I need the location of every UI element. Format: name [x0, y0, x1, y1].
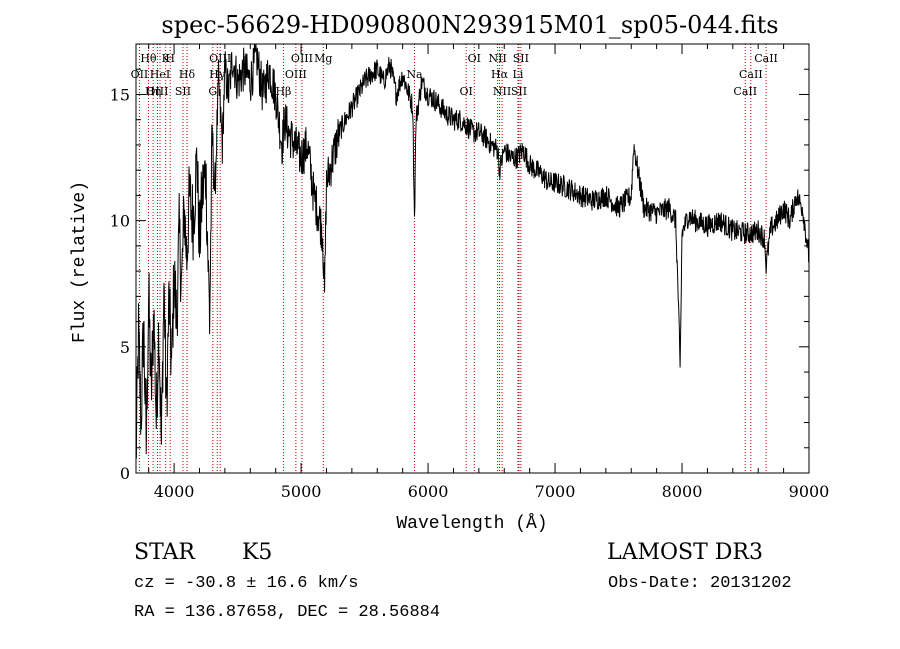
plot-frame [135, 43, 810, 474]
observation-date: Obs-Date: 20131202 [608, 574, 792, 593]
spectral-line-label: H [165, 52, 175, 65]
x-tick-label: 9000 [789, 482, 830, 501]
object-class-label: STAR [134, 540, 195, 565]
x-axis-label: Wavelength (Å) [396, 513, 547, 534]
x-tick-label: 8000 [662, 482, 703, 501]
spectral-line-label: OIII [209, 52, 231, 65]
y-tick-label: 0 [120, 464, 130, 483]
y-tick-label: 5 [120, 338, 130, 357]
spectral-line-label: Li [513, 68, 524, 81]
spectral-line-label: NII [488, 52, 506, 65]
spectral-line-label: K [162, 52, 171, 65]
spectral-line-label: Hβ [275, 85, 291, 98]
redshift-text: cz = -30.8 ± 16.6 km/s [134, 574, 359, 593]
coordinates-text: RA = 136.87658, DEC = 28.56884 [134, 603, 441, 622]
x-tick-label: 6000 [408, 482, 449, 501]
spectral-line-label: Na [406, 68, 423, 81]
object-subclass-label: K5 [242, 540, 273, 565]
spectral-line-label: CaII [733, 85, 757, 98]
spectral-line-label: CaII [754, 52, 778, 65]
spectral-line-label: Hη [145, 85, 161, 98]
spectral-line-label: OI [459, 85, 472, 98]
y-tick-label: 15 [110, 85, 130, 104]
y-tick-label: 10 [110, 212, 130, 231]
spectral-line-label: OIII [285, 68, 307, 81]
spectral-line-label: G [208, 85, 217, 98]
axis-ticks [136, 44, 810, 474]
axis-tick-labels: 4000 5000 6000 7000 8000 9000 0 5 10 15 [110, 85, 830, 501]
spectral-line-label: HeI [150, 68, 170, 81]
spectral-line-label: SII [175, 85, 191, 98]
spectral-line-label: OII [131, 68, 149, 81]
x-tick-label: 7000 [535, 482, 576, 501]
spectral-line-label: SII [513, 52, 529, 65]
spectral-line-label: Hγ [209, 68, 226, 81]
x-tick-label: 5000 [281, 482, 322, 501]
spectral-line-label: OIII [146, 85, 168, 98]
x-tick-label: 4000 [154, 482, 195, 501]
spectral-line-label: CaII [739, 68, 763, 81]
spectral-line-label: Mg [314, 52, 332, 65]
spectral-line-label: Hα [491, 68, 509, 81]
spectral-line-markers [138, 44, 767, 473]
spectral-line-label: OI [468, 52, 481, 65]
spectral-line-label: NII [493, 85, 511, 98]
spectral-line-label: OIII [291, 52, 313, 65]
spectral-line-labels: Hθ OII OIII K HeI Hη H Hδ SII OIII Hγ G OIII OIII Hβ Mg… [131, 52, 778, 98]
spectral-line-label: Hδ [179, 68, 196, 81]
survey-label: LAMOST DR3 [607, 540, 763, 565]
chart-title: spec-56629-HD090800N293915M01_sp05-044.f… [161, 11, 778, 39]
spectrum-series-line [135, 43, 810, 459]
spectral-line-label: Hθ [140, 52, 157, 65]
spectral-line-label: SII [511, 85, 527, 98]
y-axis-label: Flux (relative) [70, 181, 90, 343]
